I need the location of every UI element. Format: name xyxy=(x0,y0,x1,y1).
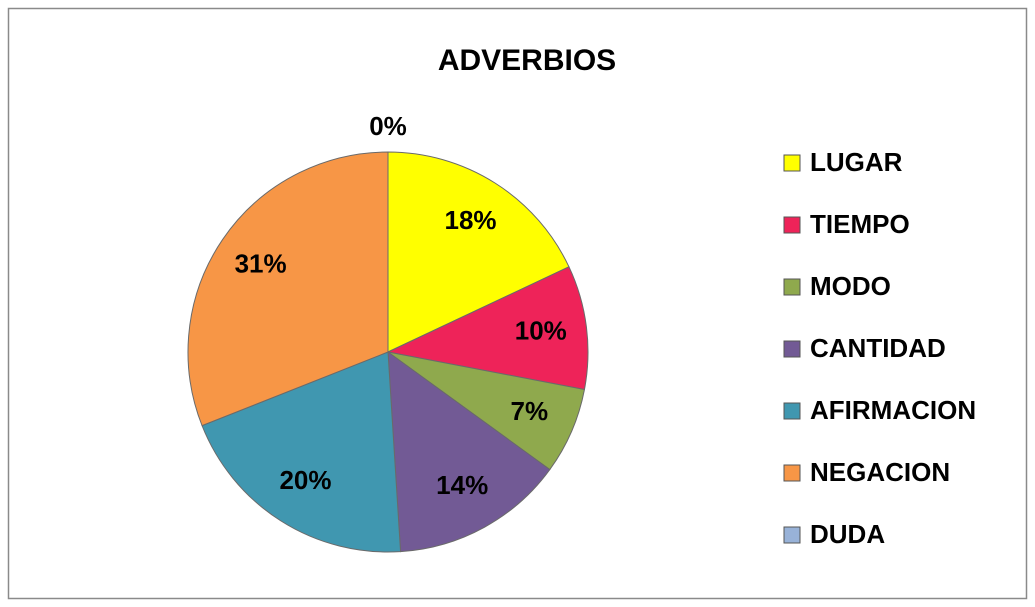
legend-swatch xyxy=(783,402,801,420)
pie-slice xyxy=(201,351,402,553)
chart-title: ADVERBIOS xyxy=(438,44,616,77)
legend-label: MODO xyxy=(810,271,891,301)
legend-label: TIEMPO xyxy=(810,209,910,239)
pie-slice xyxy=(387,151,570,353)
pie-slice xyxy=(187,151,389,427)
pie-slice xyxy=(387,350,551,553)
legend-swatch xyxy=(783,278,801,296)
data-label: 10% xyxy=(515,316,567,346)
legend-label: LUGAR xyxy=(810,147,903,177)
legend-swatch xyxy=(783,154,801,172)
legend-label: CANTIDAD xyxy=(810,333,946,363)
data-label: 31% xyxy=(235,248,287,278)
legend-swatch xyxy=(783,464,801,482)
pie-slice xyxy=(386,266,589,391)
legend-swatch xyxy=(783,340,801,358)
legend-label: AFIRMACION xyxy=(810,395,976,425)
legend-label: NEGACION xyxy=(810,457,950,487)
legend-swatch xyxy=(783,526,801,544)
data-label: 20% xyxy=(279,465,331,495)
legend-swatch xyxy=(783,216,801,234)
data-label: 0% xyxy=(369,111,407,141)
data-label: 14% xyxy=(436,470,488,500)
data-label: 7% xyxy=(511,396,549,426)
data-label: 18% xyxy=(444,205,496,235)
legend-label: DUDA xyxy=(810,519,885,549)
